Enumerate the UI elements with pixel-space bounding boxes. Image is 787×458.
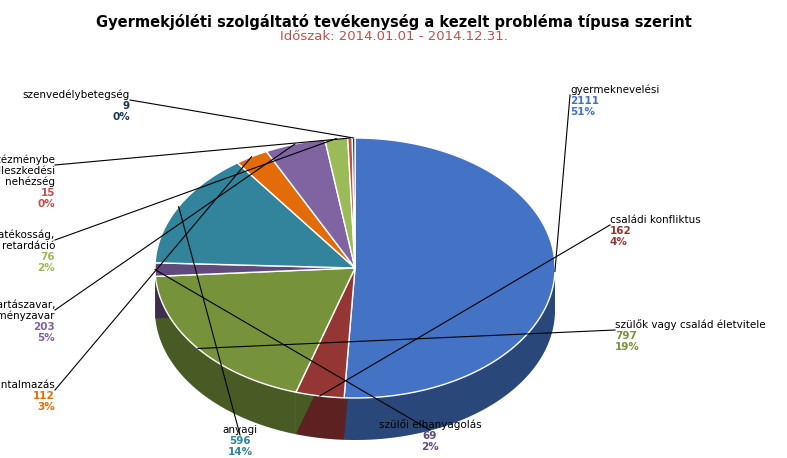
Text: 19%: 19% [615, 342, 640, 352]
Polygon shape [348, 138, 355, 268]
Polygon shape [155, 268, 355, 392]
Polygon shape [155, 276, 296, 434]
Text: szenvedélybetegség: szenvedélybetegség [23, 89, 130, 100]
Text: 2111: 2111 [570, 96, 599, 106]
Polygon shape [267, 140, 355, 268]
Polygon shape [353, 138, 355, 268]
Polygon shape [155, 163, 355, 268]
Text: szülői elhanyagolás: szülői elhanyagolás [379, 419, 482, 430]
Text: 14%: 14% [227, 447, 253, 457]
Text: való beilleszkedési: való beilleszkedési [0, 166, 55, 176]
Polygon shape [155, 263, 355, 276]
Text: 203: 203 [33, 322, 55, 332]
Text: 15: 15 [40, 188, 55, 198]
Text: 596: 596 [229, 436, 251, 446]
Text: teljesítményzavar: teljesítményzavar [0, 311, 55, 321]
Polygon shape [238, 152, 355, 268]
Polygon shape [325, 138, 355, 268]
Text: retardáció: retardáció [2, 241, 55, 251]
Text: gyermeknevelési: gyermeknevelési [570, 84, 660, 95]
Text: 51%: 51% [570, 107, 595, 117]
Polygon shape [296, 268, 355, 398]
Text: 2%: 2% [421, 442, 439, 452]
Text: 76: 76 [40, 252, 55, 262]
Text: Időszak: 2014.01.01 - 2014.12.31.: Időszak: 2014.01.01 - 2014.12.31. [279, 30, 508, 43]
Text: 69: 69 [423, 431, 438, 441]
Text: 9: 9 [123, 101, 130, 111]
Text: 0%: 0% [37, 199, 55, 209]
Polygon shape [155, 310, 555, 440]
Text: családi konfliktus: családi konfliktus [610, 215, 700, 225]
Text: 797: 797 [615, 331, 637, 341]
Polygon shape [344, 268, 555, 440]
Polygon shape [344, 138, 555, 398]
Text: szülők vagy család életvitele: szülők vagy család életvitele [615, 319, 766, 330]
Text: 162: 162 [610, 226, 632, 236]
Text: 2%: 2% [37, 263, 55, 273]
Text: magatartászavar,: magatartászavar, [0, 300, 55, 310]
Text: nehézség: nehézség [5, 176, 55, 187]
Text: 112: 112 [33, 391, 55, 401]
Polygon shape [155, 268, 355, 318]
Text: gyermekintézménybe: gyermekintézménybe [0, 154, 55, 165]
Text: 0%: 0% [113, 112, 130, 122]
Text: 4%: 4% [610, 237, 628, 247]
Text: 3%: 3% [37, 402, 55, 412]
Text: fogyatékosság,: fogyatékosság, [0, 229, 55, 240]
Polygon shape [155, 268, 355, 318]
Text: családon belüli bántalmazás: családon belüli bántalmazás [0, 380, 55, 390]
Polygon shape [296, 268, 355, 434]
Polygon shape [296, 392, 344, 440]
Text: anyagi: anyagi [223, 425, 257, 435]
Polygon shape [344, 268, 355, 440]
Text: Gyermekjóléti szolgáltató tevékenység a kezelt probléma típusa szerint: Gyermekjóléti szolgáltató tevékenység a … [95, 14, 692, 30]
Polygon shape [296, 268, 355, 434]
Polygon shape [344, 268, 355, 440]
Text: 5%: 5% [37, 333, 55, 343]
